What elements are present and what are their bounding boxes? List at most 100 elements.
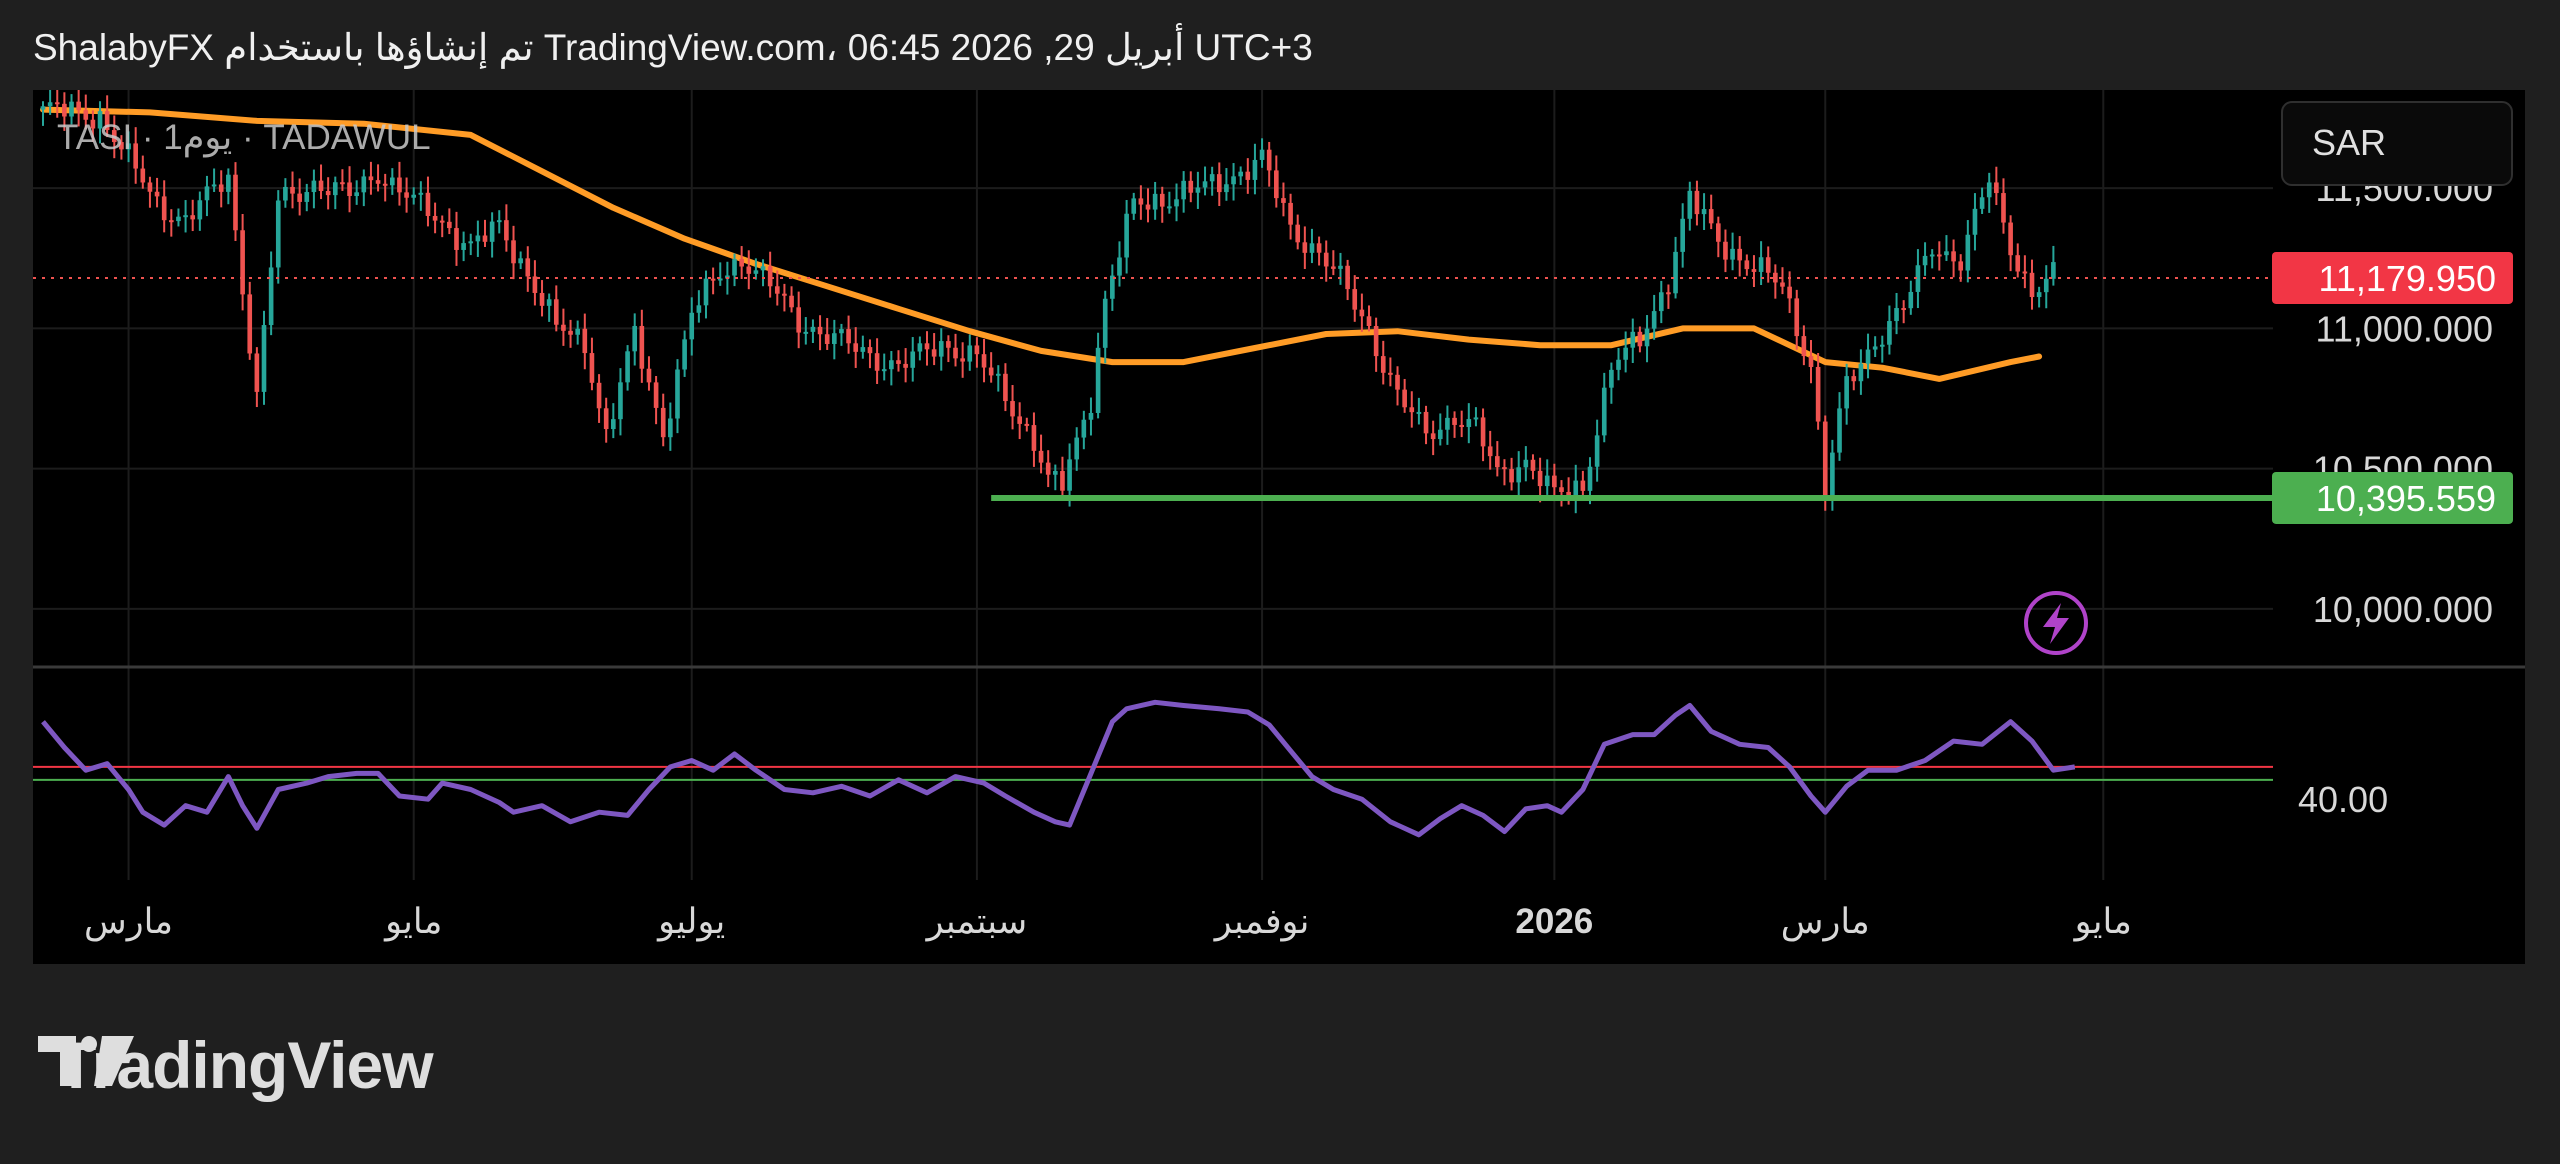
- candle: [774, 270, 780, 306]
- candle: [1295, 214, 1301, 250]
- candle-body: [147, 182, 153, 192]
- candle-body: [767, 266, 773, 287]
- candle-body: [1951, 251, 1956, 262]
- candle-body: [1224, 184, 1229, 193]
- candle: [183, 200, 188, 233]
- candle: [1010, 385, 1015, 430]
- candle-body: [1994, 182, 1999, 194]
- candle-body: [439, 220, 445, 223]
- candle: [311, 169, 317, 209]
- candle: [247, 281, 253, 360]
- candle: [1423, 405, 1429, 445]
- candle-body: [1331, 266, 1336, 269]
- candle-body: [1944, 251, 1949, 256]
- candle: [525, 246, 531, 292]
- candle-body: [54, 102, 60, 105]
- candle: [1238, 166, 1243, 186]
- candle: [397, 161, 402, 206]
- candle: [2008, 215, 2013, 272]
- candle: [1716, 216, 1721, 258]
- lightning-icon[interactable]: [2024, 591, 2088, 655]
- candle-body: [1694, 190, 1700, 215]
- candle-body: [518, 258, 523, 264]
- candle-body: [468, 241, 474, 244]
- candle-body: [1758, 257, 1764, 272]
- candle-body: [889, 360, 894, 370]
- candle-body: [611, 419, 616, 430]
- candle-body: [111, 130, 117, 143]
- attribution-text: ShalabyFX تم إنشاؤها باستخدام TradingVie…: [33, 27, 1313, 68]
- candle-body: [169, 220, 174, 223]
- candle: [910, 337, 916, 382]
- candle: [1288, 193, 1293, 240]
- candle: [1102, 290, 1108, 364]
- candle-body: [1552, 475, 1557, 488]
- candle-body: [1060, 471, 1065, 491]
- candle: [1673, 236, 1678, 299]
- candle: [1452, 411, 1457, 438]
- candle-body: [1152, 193, 1158, 210]
- candle: [632, 313, 638, 366]
- candle: [97, 101, 103, 144]
- candle: [40, 101, 46, 126]
- candle-body: [1017, 416, 1022, 424]
- candle-body: [1751, 269, 1757, 272]
- candle-body: [796, 307, 801, 333]
- y-tick-label: 11,000.000: [2315, 308, 2493, 349]
- candle-body: [568, 330, 573, 335]
- candle: [197, 191, 203, 231]
- candle-body: [1266, 149, 1272, 171]
- candle: [2029, 259, 2035, 310]
- candle: [126, 131, 131, 163]
- candle: [561, 308, 566, 346]
- candle: [1901, 300, 1906, 324]
- currency-button[interactable]: SAR: [2281, 101, 2513, 186]
- candle: [1944, 235, 1949, 261]
- candle-body: [1894, 308, 1899, 322]
- candle-body: [1601, 387, 1607, 436]
- candle: [1701, 193, 1707, 231]
- candle-body: [218, 184, 224, 192]
- chart-canvas[interactable]: 10,000.00010,500.00011,000.00011,500.000…: [33, 90, 2525, 964]
- candle: [2001, 178, 2006, 234]
- candle: [233, 162, 238, 242]
- candle-body: [254, 353, 260, 392]
- candle: [1908, 280, 1914, 315]
- candle: [1808, 340, 1814, 384]
- candle: [1601, 372, 1607, 443]
- candle: [1851, 369, 1857, 391]
- candle: [154, 177, 160, 208]
- candle: [1074, 427, 1080, 471]
- candle-body: [618, 382, 623, 420]
- candle: [1573, 464, 1579, 514]
- candle-body: [603, 408, 609, 430]
- candle-body: [2036, 292, 2042, 298]
- candle-body: [2015, 255, 2021, 272]
- chart-panel[interactable]: 10,000.000 10,500.000 11,000.000 11,500.000…: [33, 90, 2525, 964]
- candle: [1658, 280, 1664, 324]
- candle: [575, 320, 580, 345]
- candle: [1559, 480, 1564, 507]
- candle: [1773, 264, 1778, 299]
- candle: [1616, 348, 1621, 381]
- candle: [1552, 463, 1557, 502]
- candle: [995, 365, 1001, 392]
- candle: [717, 262, 723, 286]
- candle-body: [596, 382, 602, 409]
- candle-body: [83, 110, 89, 120]
- y-tick-label: 10,000.000: [2313, 589, 2493, 630]
- candle-body: [967, 345, 973, 362]
- candle-body: [275, 200, 281, 268]
- candle-body: [311, 180, 317, 193]
- candle-body: [1808, 356, 1814, 367]
- candle-body: [832, 333, 837, 344]
- candle-body: [1623, 347, 1628, 360]
- candle: [931, 333, 937, 366]
- candle-body: [1566, 491, 1571, 497]
- candle: [275, 190, 281, 284]
- candle-body: [1131, 198, 1137, 214]
- candle-body: [1687, 190, 1693, 219]
- candle: [1516, 451, 1522, 497]
- candle: [439, 215, 445, 238]
- candle: [1730, 232, 1735, 271]
